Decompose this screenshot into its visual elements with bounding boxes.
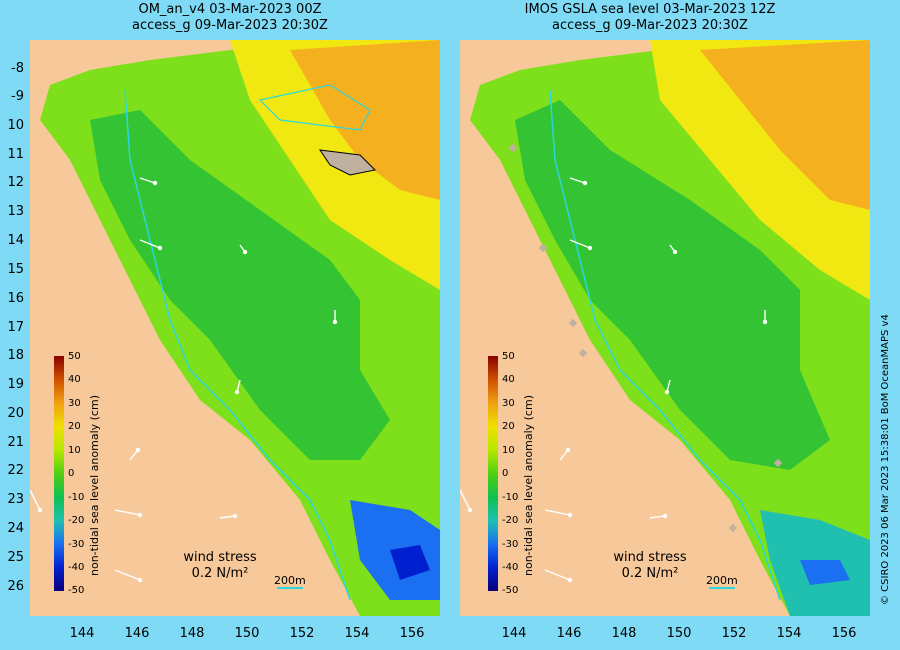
left-map-svg (30, 40, 440, 616)
depth-scale-bar (276, 587, 303, 589)
depth-scale-label: 200m (706, 574, 738, 587)
x-tick: 154 (344, 626, 370, 641)
right-title-line1: IMOS GSLA sea level 03-Mar-2023 12Z (524, 2, 776, 17)
x-tick: 156 (831, 626, 857, 641)
cb-tick-0: 0 (68, 468, 75, 479)
right-colorbar-strip (488, 356, 498, 591)
island (318, 149, 377, 176)
y-tick: 22 (7, 463, 24, 478)
left-colorbar-strip (54, 356, 64, 591)
cb-tick-40: 40 (68, 374, 81, 385)
green-region-central (90, 110, 390, 460)
x-tick: 144 (69, 626, 95, 641)
coastline-png (258, 84, 371, 131)
wind-vectors (460, 177, 768, 583)
cb-tick-50: 50 (68, 351, 81, 362)
cb-tick-50: 50 (502, 351, 515, 362)
y-tick: 11 (7, 147, 24, 162)
wind-vectors (30, 177, 338, 583)
right-title-line2: access_g 09-Mar-2023 20:30Z (552, 18, 748, 33)
y-tick: -8 (11, 61, 24, 76)
y-tick: 20 (7, 406, 24, 421)
colorbar-title: non-tidal sea level anomaly (cm) (522, 395, 535, 576)
wind-label-line1: wind stress (183, 550, 257, 565)
cb-tick-40: 40 (502, 374, 515, 385)
x-tick: 146 (124, 626, 150, 641)
depth-scale-label: 200m (274, 574, 306, 587)
x-tick: 152 (289, 626, 315, 641)
x-tick: 152 (721, 626, 747, 641)
left-title-line2: access_g 09-Mar-2023 20:30Z (132, 18, 328, 33)
y-tick: 24 (7, 521, 24, 536)
depth-scale: 200m (706, 574, 738, 589)
wind-label-line1: wind stress (613, 550, 687, 565)
y-tick: 16 (7, 291, 24, 306)
cb-tick-20: 20 (68, 421, 81, 432)
x-tick: 146 (556, 626, 582, 641)
depth-scale-bar (708, 587, 735, 589)
x-tick: 154 (776, 626, 802, 641)
y-tick: 10 (7, 118, 24, 133)
cb-tick-m50: -50 (68, 585, 85, 596)
wind-label-line2: 0.2 N/m² (621, 566, 679, 581)
y-tick: 17 (7, 320, 24, 335)
depth-scale: 200m (274, 574, 306, 589)
left-title-line1: OM_an_v4 03-Mar-2023 00Z (138, 2, 322, 17)
x-tick: 148 (611, 626, 637, 641)
x-tick: 150 (234, 626, 260, 641)
blue-eddy-core (800, 560, 850, 585)
cb-tick-20: 20 (502, 421, 515, 432)
right-map-svg (460, 40, 870, 616)
x-tick: 144 (501, 626, 527, 641)
y-tick: 18 (7, 348, 24, 363)
x-tick: 150 (666, 626, 692, 641)
y-tick: 21 (7, 435, 24, 450)
left-colorbar: 50 40 30 20 10 0 -10 -20 -30 -40 -50 non… (54, 352, 144, 596)
cb-tick-m50: -50 (502, 585, 519, 596)
cb-tick-m30: -30 (502, 539, 519, 550)
y-tick: 26 (7, 579, 24, 594)
left-panel-title: OM_an_v4 03-Mar-2023 00Z access_g 09-Mar… (40, 2, 420, 34)
cb-tick-m10: -10 (502, 492, 519, 503)
right-panel-title: IMOS GSLA sea level 03-Mar-2023 12Z acce… (460, 2, 840, 34)
wind-label-line2: 0.2 N/m² (191, 566, 249, 581)
cb-tick-m20: -20 (68, 515, 85, 526)
left-map-panel: 50 40 30 20 10 0 -10 -20 -30 -40 -50 non… (30, 40, 440, 616)
cb-tick-10: 10 (502, 445, 515, 456)
y-tick: 15 (7, 262, 24, 277)
cb-tick-30: 30 (502, 398, 515, 409)
credit-text: © CSIRO 2023 06 Mar 2023 15:38:01 BoM Oc… (880, 314, 891, 605)
right-map-panel: 50 40 30 20 10 0 -10 -20 -30 -40 -50 non… (460, 40, 870, 616)
y-tick: 14 (7, 233, 24, 248)
cb-tick-m20: -20 (502, 515, 519, 526)
x-tick: 156 (399, 626, 425, 641)
cb-tick-m40: -40 (68, 562, 85, 573)
y-tick: 25 (7, 550, 24, 565)
y-tick: 23 (7, 492, 24, 507)
y-tick: 19 (7, 377, 24, 392)
dark-blue-eddy-core (390, 545, 430, 580)
y-tick: 13 (7, 204, 24, 219)
wind-stress-label: wind stress 0.2 N/m² (170, 550, 270, 582)
right-colorbar: 50 40 30 20 10 0 -10 -20 -30 -40 -50 non… (488, 352, 578, 596)
colorbar-title: non-tidal sea level anomaly (cm) (88, 395, 101, 576)
cb-tick-m10: -10 (68, 492, 85, 503)
bathymetry-contour-200m (124, 89, 351, 601)
cb-tick-m40: -40 (502, 562, 519, 573)
y-tick: -9 (11, 89, 24, 104)
bathymetry-contour-200m (549, 89, 781, 601)
cb-tick-m30: -30 (68, 539, 85, 550)
y-tick: 12 (7, 175, 24, 190)
green-region-central (515, 100, 830, 470)
wind-stress-label: wind stress 0.2 N/m² (600, 550, 700, 582)
cb-tick-30: 30 (68, 398, 81, 409)
orange-region-north (700, 40, 870, 210)
cb-tick-0: 0 (502, 468, 509, 479)
x-tick: 148 (179, 626, 205, 641)
cb-tick-10: 10 (68, 445, 81, 456)
